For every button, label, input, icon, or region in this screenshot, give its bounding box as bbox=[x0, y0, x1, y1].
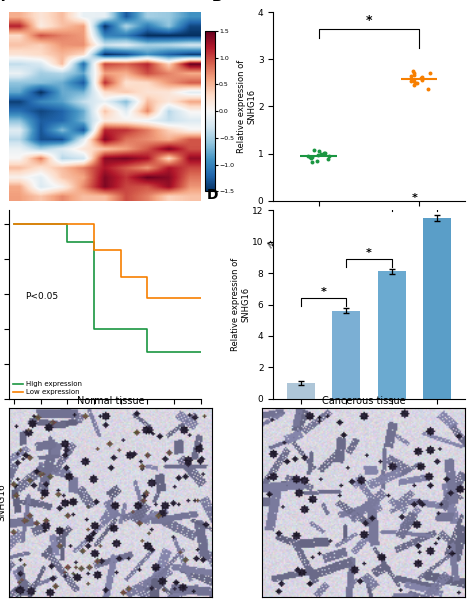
Text: *: * bbox=[366, 248, 372, 258]
Low expression bbox=[145, 273, 150, 280]
Text: *: * bbox=[320, 287, 326, 297]
Point bbox=[305, 150, 312, 160]
Low expression bbox=[118, 247, 124, 254]
Bar bbox=[378, 272, 406, 399]
Low expression bbox=[145, 294, 150, 301]
High expression bbox=[91, 325, 97, 333]
Point bbox=[315, 146, 323, 156]
Point bbox=[321, 148, 329, 158]
High expression bbox=[11, 220, 17, 228]
High expression bbox=[198, 348, 203, 355]
Text: B: B bbox=[212, 0, 223, 4]
High expression bbox=[171, 348, 177, 355]
Bar bbox=[286, 383, 315, 399]
Title: Normal tissue: Normal tissue bbox=[77, 396, 145, 406]
High expression bbox=[91, 238, 97, 245]
Point bbox=[410, 68, 418, 77]
Text: *: * bbox=[411, 192, 418, 203]
Low expression bbox=[118, 273, 124, 280]
Bar bbox=[423, 218, 451, 399]
Line: High expression: High expression bbox=[14, 224, 201, 351]
Title: Cancerous tissue: Cancerous tissue bbox=[321, 396, 405, 406]
Point bbox=[325, 151, 333, 161]
High expression bbox=[145, 325, 150, 333]
Point bbox=[318, 149, 325, 158]
High expression bbox=[64, 238, 70, 245]
Point bbox=[407, 76, 414, 85]
Point bbox=[307, 152, 314, 162]
Low expression bbox=[11, 220, 17, 228]
Point bbox=[410, 70, 418, 80]
Text: P<0.05: P<0.05 bbox=[25, 292, 58, 301]
Y-axis label: Relative expression of
SNHG16: Relative expression of SNHG16 bbox=[231, 258, 251, 351]
Point bbox=[427, 69, 434, 79]
Point bbox=[324, 155, 331, 164]
X-axis label: Months: Months bbox=[89, 423, 121, 432]
Point bbox=[418, 73, 425, 83]
Y-axis label: SNHG16: SNHG16 bbox=[0, 484, 7, 521]
Point bbox=[308, 152, 315, 162]
Low expression bbox=[171, 294, 177, 301]
Low expression bbox=[171, 294, 177, 301]
Point bbox=[425, 83, 432, 93]
Point bbox=[418, 72, 426, 82]
Legend: High expression, Low expression: High expression, Low expression bbox=[13, 381, 82, 395]
Low expression bbox=[91, 247, 97, 254]
Line: Low expression: Low expression bbox=[14, 224, 201, 298]
Point bbox=[320, 148, 328, 158]
Text: A: A bbox=[0, 0, 5, 4]
Point bbox=[419, 75, 426, 85]
High expression bbox=[171, 348, 177, 355]
Point bbox=[410, 77, 418, 86]
Point bbox=[313, 156, 321, 166]
Point bbox=[410, 80, 418, 90]
Low expression bbox=[91, 220, 97, 228]
High expression bbox=[145, 348, 150, 355]
Low expression bbox=[198, 294, 203, 301]
Text: *: * bbox=[365, 14, 372, 27]
High expression bbox=[64, 220, 70, 228]
Point bbox=[307, 153, 315, 163]
Point bbox=[310, 145, 318, 155]
Text: D: D bbox=[206, 188, 218, 202]
Point bbox=[410, 66, 417, 76]
Point bbox=[411, 78, 419, 88]
Bar bbox=[332, 311, 360, 399]
Y-axis label: Relative expression of
SNHG16: Relative expression of SNHG16 bbox=[237, 60, 256, 153]
Point bbox=[407, 71, 415, 81]
Point bbox=[308, 157, 316, 167]
Point bbox=[315, 150, 322, 160]
Point bbox=[413, 78, 421, 88]
